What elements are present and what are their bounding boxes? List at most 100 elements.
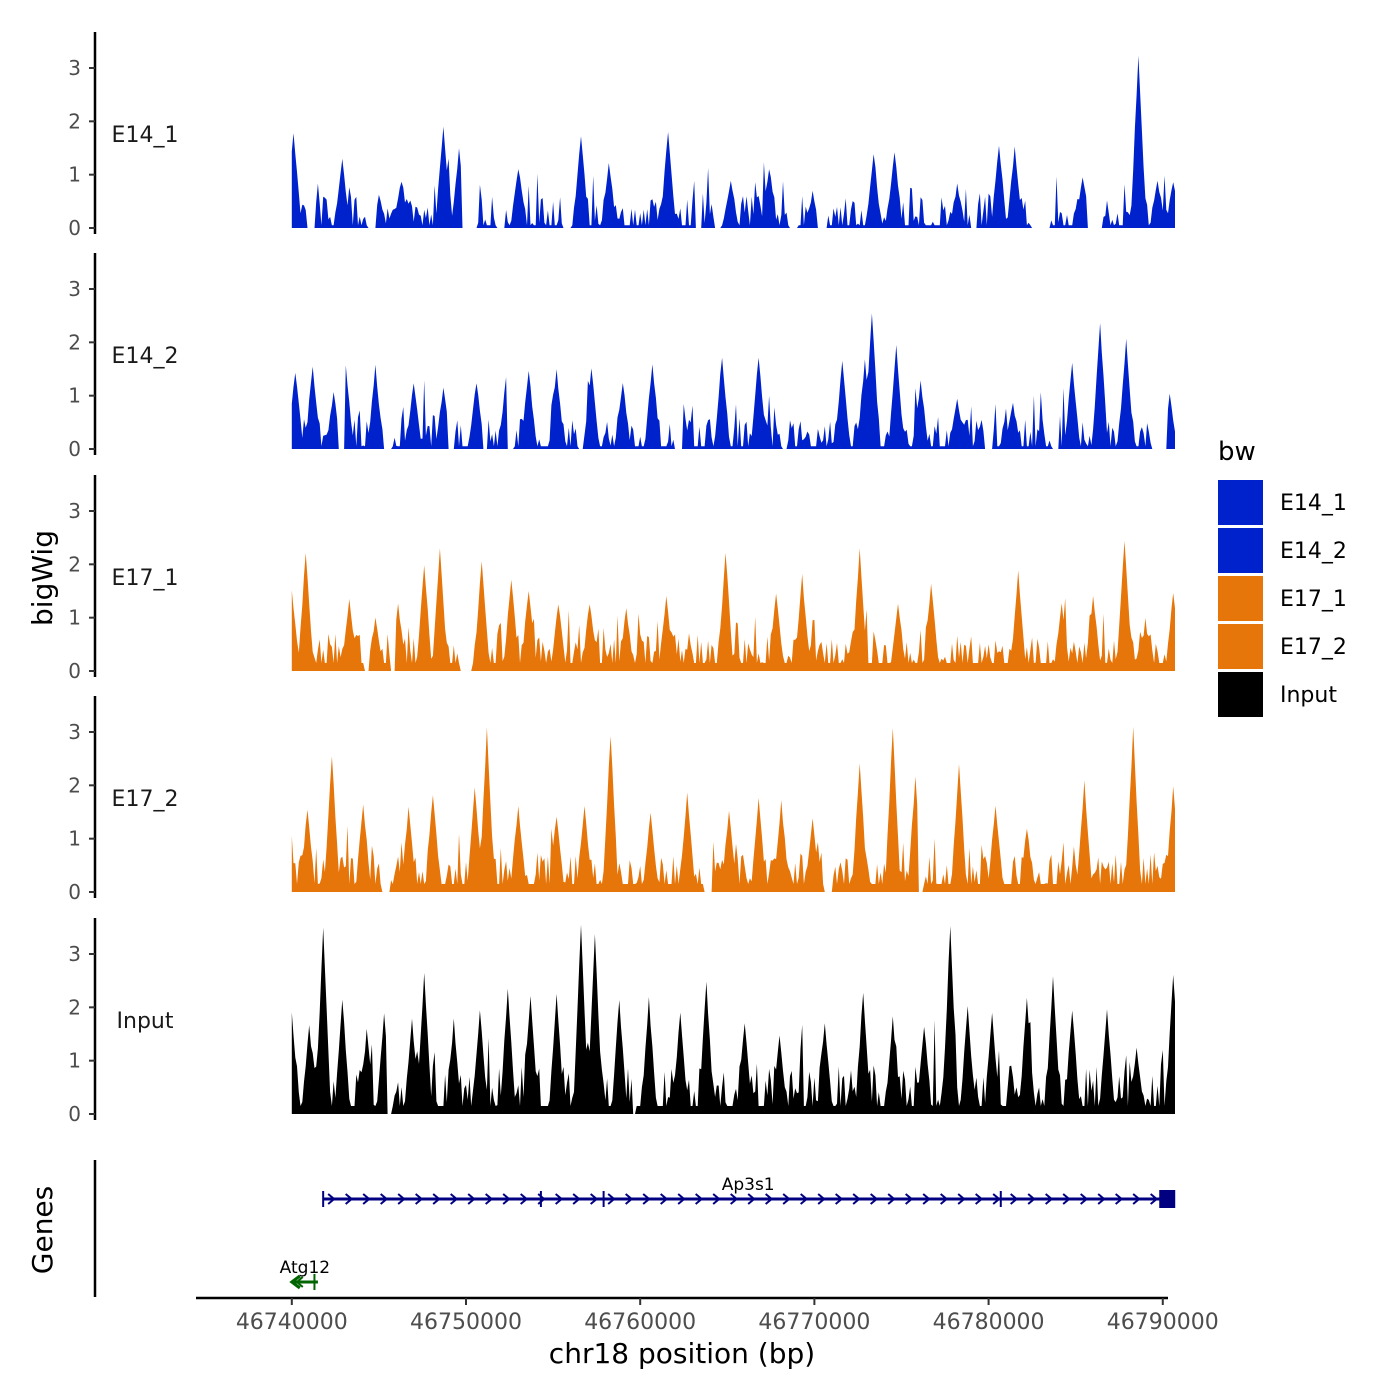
genes-track: Ap3s1 Atg12 — [93, 1160, 1176, 1297]
x-axis: 46740000 46750000 46760000 46770000 46780000… — [196, 1296, 1219, 1335]
strand-chevron — [835, 1193, 844, 1205]
gene-ap3s1: Ap3s1 — [322, 1175, 1176, 1208]
strand-chevron — [485, 1193, 494, 1205]
strand-chevron — [1062, 1193, 1071, 1205]
strand-chevron — [940, 1193, 949, 1205]
y-tick-label: 3 — [68, 56, 81, 80]
y-tick-label: 0 — [68, 216, 81, 240]
strand-chevron — [905, 1193, 914, 1205]
strand-chevron — [327, 1193, 336, 1205]
strand-chevron — [922, 1193, 931, 1205]
track-e14-2: 0 1 2 3 E14_2 — [68, 253, 1175, 461]
strand-chevron — [992, 1193, 1001, 1205]
strand-chevron — [695, 1193, 704, 1205]
strand-chevron — [642, 1193, 651, 1205]
y-axis-title: bigWig — [26, 530, 59, 626]
x-tick-label: 46790000 — [1107, 1310, 1219, 1335]
strand-chevron — [1010, 1193, 1019, 1205]
strand-chevron — [572, 1193, 581, 1205]
genes-axis-title: Genes — [26, 1186, 59, 1274]
y-tick-label: 1 — [68, 606, 81, 630]
strand-chevron — [625, 1193, 634, 1205]
y-tick-label: 2 — [68, 330, 81, 354]
strand-chevron — [502, 1193, 511, 1205]
track-e17-1: 0 1 2 3 E17_1 — [68, 475, 1175, 683]
strand-chevron — [590, 1193, 599, 1205]
strand-chevron — [345, 1193, 354, 1205]
y-tick-label: 0 — [68, 1102, 81, 1126]
strand-chevron — [397, 1193, 406, 1205]
gene-end-block — [1159, 1190, 1176, 1208]
strand-chevron — [677, 1193, 686, 1205]
legend-swatch-input — [1218, 672, 1263, 717]
legend-label: E17_2 — [1280, 635, 1347, 660]
x-tick-label: 46770000 — [758, 1310, 870, 1335]
legend-swatch-e14-1 — [1218, 480, 1263, 525]
signal-area-e14-1 — [291, 55, 1175, 229]
signal-area-e17-2 — [291, 726, 1175, 892]
strand-chevron — [887, 1193, 896, 1205]
strand-chevron — [782, 1193, 791, 1205]
y-tick-label: 3 — [68, 720, 81, 744]
strand-chevron — [555, 1193, 564, 1205]
bigwig-tracks: 0 1 2 3 E14_1 0 1 2 3 E14_2 0 1 2 3 E17_1 0 1 2 3 E17_2 0 1 2 3… — [68, 32, 1175, 1126]
signal-area-e17-1 — [291, 540, 1175, 671]
strand-chevron — [1080, 1193, 1089, 1205]
y-tick-label: 2 — [68, 995, 81, 1019]
strand-chevron — [747, 1193, 756, 1205]
strand-chevron — [1097, 1193, 1106, 1205]
y-tick-label: 2 — [68, 109, 81, 133]
strand-chevron — [295, 1276, 304, 1288]
y-tick-label: 0 — [68, 880, 81, 904]
y-tick-label: 3 — [68, 499, 81, 523]
y-tick-label: 0 — [68, 659, 81, 683]
legend-label: E17_1 — [1280, 587, 1347, 612]
strand-chevron — [362, 1193, 371, 1205]
strand-chevron — [730, 1193, 739, 1205]
strand-chevron — [765, 1193, 774, 1205]
strand-chevron — [467, 1193, 476, 1205]
strand-chevron — [1045, 1193, 1054, 1205]
legend-swatch-e14-2 — [1218, 528, 1263, 573]
x-tick-label: 46760000 — [584, 1310, 696, 1335]
track-label: Input — [117, 1009, 174, 1034]
strand-chevron — [1115, 1193, 1124, 1205]
strand-chevron — [520, 1193, 529, 1205]
x-tick-label: 46740000 — [236, 1310, 348, 1335]
gene-atg12: Atg12 — [280, 1258, 330, 1290]
x-tick-label: 46780000 — [933, 1310, 1045, 1335]
track-label: E14_2 — [112, 344, 179, 369]
strand-chevron — [800, 1193, 809, 1205]
track-label: E17_1 — [112, 566, 179, 591]
y-tick-label: 0 — [68, 437, 81, 461]
strand-chevron — [415, 1193, 424, 1205]
legend: bw E14_1 E14_2 E17_1 E17_2 Input — [1218, 437, 1347, 717]
strand-chevron — [380, 1193, 389, 1205]
y-tick-label: 2 — [68, 552, 81, 576]
signal-area-input — [291, 924, 1175, 1114]
strand-chevron — [1132, 1193, 1141, 1205]
y-tick-label: 1 — [68, 1049, 81, 1073]
signal-area-e14-2 — [291, 313, 1175, 449]
gene-label: Ap3s1 — [722, 1175, 775, 1195]
legend-swatch-e17-2 — [1218, 624, 1263, 669]
legend-label: E14_1 — [1280, 491, 1347, 516]
y-tick-label: 1 — [68, 827, 81, 851]
strand-chevron — [870, 1193, 879, 1205]
y-tick-label: 1 — [68, 163, 81, 187]
x-axis-title: chr18 position (bp) — [549, 1337, 815, 1370]
track-e17-2: 0 1 2 3 E17_2 — [68, 696, 1175, 904]
strand-chevron — [852, 1193, 861, 1205]
track-label: E17_2 — [112, 787, 179, 812]
strand-chevron — [1027, 1193, 1036, 1205]
strand-chevron — [1150, 1193, 1159, 1205]
x-tick-label: 46750000 — [410, 1310, 522, 1335]
strand-chevron — [432, 1193, 441, 1205]
strand-chevron — [817, 1193, 826, 1205]
y-tick-label: 3 — [68, 942, 81, 966]
strand-chevron — [975, 1193, 984, 1205]
gene-label: Atg12 — [280, 1258, 330, 1278]
y-tick-label: 1 — [68, 384, 81, 408]
strand-chevron — [607, 1193, 616, 1205]
legend-label: Input — [1280, 683, 1337, 708]
